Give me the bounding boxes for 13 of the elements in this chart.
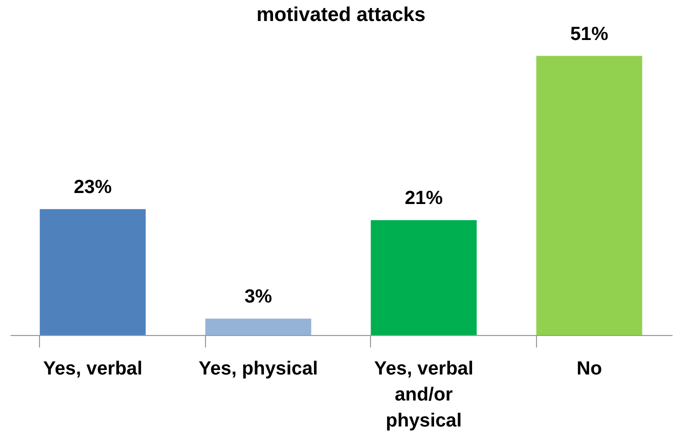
- data-label: 3%: [244, 286, 272, 308]
- x-tick-label: Yes, physical: [198, 358, 318, 380]
- data-label: 23%: [74, 177, 112, 198]
- x-tick-label: Yes, verbal: [43, 358, 142, 380]
- x-tick-label: No: [576, 358, 602, 380]
- bar: [40, 209, 146, 335]
- bar: [536, 56, 642, 335]
- x-tick-label: Yes, verbal and/or physical: [374, 358, 474, 432]
- data-label: 21%: [404, 188, 443, 210]
- bar: [370, 220, 477, 335]
- bar: [205, 318, 312, 335]
- chart-title: motivated attacks: [256, 4, 426, 26]
- data-label: 51%: [570, 24, 608, 45]
